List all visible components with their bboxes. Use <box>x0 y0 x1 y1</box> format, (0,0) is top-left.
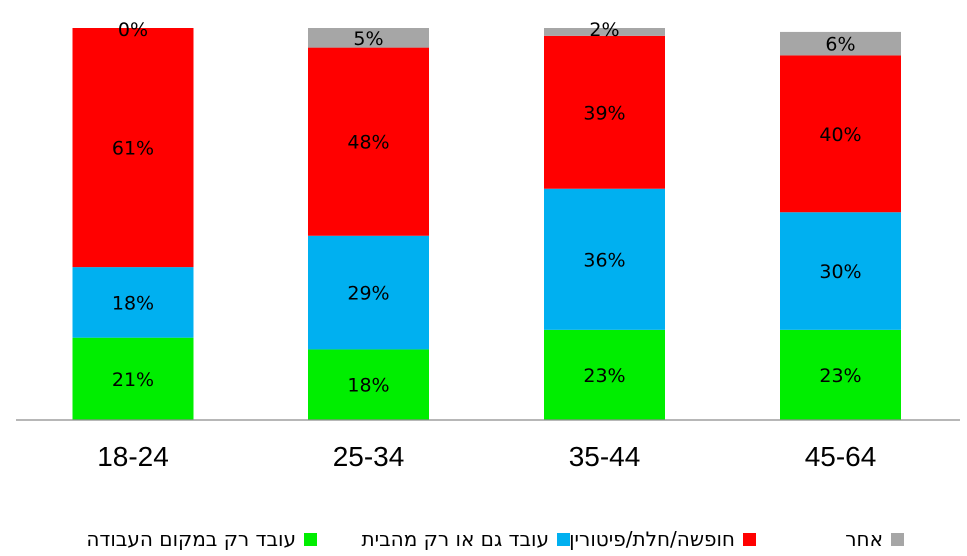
legend-swatch-leave <box>743 532 756 546</box>
legend-item-onsite: עובד רק במקום העבודה <box>86 526 317 552</box>
legend-item-leave: חופשה/חלת/פיטורין <box>569 526 756 552</box>
data-labels-group: 21% 18% 61% 0% 18% 29% 48% 5% 23% 36% 39% 2% 23% 30% 4… <box>112 19 862 397</box>
x-tick-label-18-24: 18-24 <box>97 441 169 472</box>
category-labels-group: 18-24 25-34 35-44 45-64 <box>97 441 876 472</box>
data-label-other-25-34: 5% <box>353 28 383 50</box>
data-label-home-35-44: 36% <box>583 249 625 271</box>
legend: אחר חופשה/חלת/פיטורין עובד גם או רק מהבית ע… <box>0 522 967 556</box>
legend-swatch-home <box>557 532 570 546</box>
bar-home-45-64 <box>780 212 901 330</box>
bar-onsite-45-64 <box>780 329 901 420</box>
bar-leave-35-44 <box>544 35 665 189</box>
legend-label-onsite: עובד רק במקום העבודה <box>86 527 296 551</box>
bar-home-35-44 <box>544 188 665 330</box>
bar-leave-25-34 <box>308 47 429 236</box>
bar-home-18-24 <box>72 267 194 338</box>
data-label-home-45-64: 30% <box>819 261 861 283</box>
legend-label-leave: חופשה/חלת/פיטורין <box>569 527 735 551</box>
x-tick-label-35-44: 35-44 <box>569 441 641 472</box>
legend-swatch-other <box>891 532 904 546</box>
legend-label-other: אחר <box>845 527 883 551</box>
data-label-other-45-64: 6% <box>825 34 855 56</box>
x-tick-label-25-34: 25-34 <box>333 441 405 472</box>
bar-leave-45-64 <box>780 55 901 213</box>
data-label-onsite-45-64: 23% <box>819 365 861 387</box>
legend-item-home: עובד גם או רק מהבית <box>361 526 570 552</box>
data-label-onsite-18-24: 21% <box>112 369 154 391</box>
bar-leave-18-24 <box>72 28 194 268</box>
legend-label-home: עובד גם או רק מהבית <box>361 527 549 551</box>
data-label-leave-45-64: 40% <box>819 124 861 146</box>
data-label-other-35-44: 2% <box>589 19 619 41</box>
bars-group <box>72 28 901 420</box>
data-label-leave-18-24: 61% <box>112 138 154 160</box>
bar-onsite-18-24 <box>72 337 194 420</box>
bar-other-25-34 <box>308 28 429 48</box>
data-label-leave-25-34: 48% <box>347 132 389 154</box>
data-label-home-25-34: 29% <box>347 283 389 305</box>
x-tick-label-45-64: 45-64 <box>805 441 877 472</box>
data-label-onsite-25-34: 18% <box>347 375 389 397</box>
bar-home-25-34 <box>308 235 429 350</box>
legend-item-other: אחר <box>845 526 904 552</box>
data-label-home-18-24: 18% <box>112 292 154 314</box>
bar-onsite-25-34 <box>308 349 429 420</box>
data-label-leave-35-44: 39% <box>583 102 625 124</box>
legend-swatch-onsite <box>304 532 317 546</box>
data-label-other-18-24: 0% <box>118 19 148 41</box>
bar-onsite-35-44 <box>544 329 665 420</box>
bar-other-35-44 <box>544 28 665 36</box>
bar-other-45-64 <box>780 31 901 56</box>
stacked-bar-chart: 21% 18% 61% 0% 18% 29% 48% 5% 23% 36% 39% 2% 23% 30% 4… <box>16 19 960 472</box>
data-label-onsite-35-44: 23% <box>583 365 625 387</box>
